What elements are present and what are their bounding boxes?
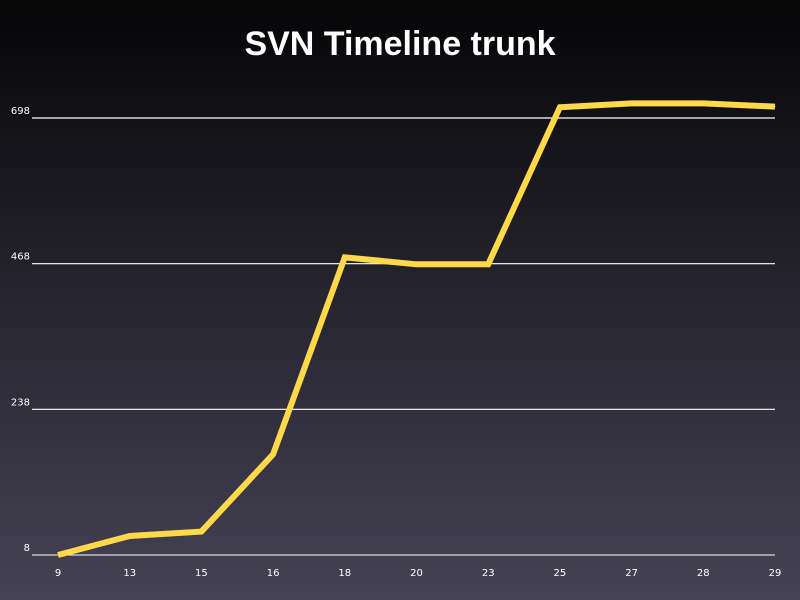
- data-point: [631, 102, 633, 104]
- data-point: [129, 535, 131, 537]
- chart-title: SVN Timeline trunk: [244, 25, 556, 63]
- x-tick-label: 25: [554, 568, 567, 579]
- x-tick-label: 9: [55, 568, 61, 579]
- data-point: [559, 106, 561, 108]
- y-axis-ticks: 8 238 468 698: [11, 106, 30, 554]
- data-point: [344, 256, 346, 258]
- series-layer: [57, 100, 776, 558]
- y-tick-label: 238: [11, 397, 30, 408]
- grid-lines: [32, 117, 775, 556]
- x-tick-label: 16: [267, 568, 280, 579]
- x-tick-label: 27: [625, 568, 638, 579]
- x-tick-label: 18: [338, 568, 351, 579]
- data-point: [272, 453, 274, 455]
- x-tick-label: 13: [123, 568, 136, 579]
- data-point: [57, 554, 59, 556]
- data-point: [487, 263, 489, 265]
- x-tick-label: 29: [769, 568, 782, 579]
- data-point: [702, 102, 704, 104]
- x-tick-label: 23: [482, 568, 495, 579]
- data-point: [416, 263, 417, 265]
- x-tick-label: 20: [410, 568, 423, 579]
- data-point: [774, 106, 776, 108]
- y-tick-label: 468: [11, 252, 30, 263]
- y-tick-label: 698: [11, 106, 30, 117]
- x-tick-label: 28: [697, 568, 710, 579]
- x-axis-ticks: 9 13 15 16 18 20 23 25 27 28 29: [55, 568, 782, 579]
- x-tick-label: 15: [195, 568, 208, 579]
- y-tick-label: 8: [24, 543, 30, 554]
- data-point: [200, 531, 202, 533]
- series-line: [57, 100, 776, 558]
